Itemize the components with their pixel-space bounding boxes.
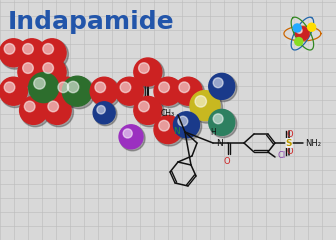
- Circle shape: [54, 78, 84, 108]
- Circle shape: [30, 74, 61, 105]
- Circle shape: [295, 37, 303, 46]
- Circle shape: [293, 24, 301, 32]
- Circle shape: [20, 97, 50, 127]
- Circle shape: [68, 81, 79, 93]
- Circle shape: [58, 82, 69, 93]
- Text: O: O: [287, 147, 293, 156]
- Circle shape: [18, 39, 46, 67]
- Circle shape: [4, 82, 15, 93]
- Circle shape: [93, 102, 115, 124]
- Circle shape: [43, 96, 71, 124]
- Circle shape: [139, 63, 149, 73]
- Circle shape: [23, 44, 33, 54]
- Circle shape: [39, 40, 69, 69]
- Text: N: N: [173, 127, 180, 137]
- Circle shape: [297, 28, 302, 33]
- Circle shape: [174, 77, 202, 105]
- Circle shape: [213, 114, 223, 124]
- Circle shape: [296, 27, 309, 40]
- Text: N: N: [216, 138, 223, 148]
- Circle shape: [19, 59, 48, 88]
- Circle shape: [0, 78, 30, 108]
- Circle shape: [134, 96, 162, 124]
- Circle shape: [115, 77, 143, 105]
- Circle shape: [62, 76, 92, 106]
- Circle shape: [154, 116, 182, 144]
- Text: O: O: [287, 130, 293, 139]
- Circle shape: [91, 78, 121, 108]
- Circle shape: [29, 72, 59, 103]
- Circle shape: [209, 73, 235, 99]
- Circle shape: [24, 101, 35, 112]
- Circle shape: [123, 129, 132, 138]
- Circle shape: [0, 40, 30, 69]
- Circle shape: [159, 82, 169, 93]
- Circle shape: [209, 109, 235, 135]
- Circle shape: [120, 82, 131, 93]
- Circle shape: [155, 78, 184, 108]
- Circle shape: [179, 82, 190, 93]
- Circle shape: [90, 77, 118, 105]
- Circle shape: [53, 77, 81, 105]
- Circle shape: [43, 63, 53, 73]
- Circle shape: [4, 44, 15, 54]
- Circle shape: [0, 77, 28, 105]
- Circle shape: [210, 110, 237, 138]
- Circle shape: [120, 126, 145, 151]
- Text: O: O: [224, 157, 230, 166]
- Circle shape: [174, 113, 202, 140]
- Circle shape: [63, 77, 95, 109]
- Circle shape: [95, 82, 106, 93]
- Circle shape: [213, 78, 223, 88]
- Circle shape: [210, 74, 237, 102]
- Text: H: H: [210, 128, 216, 137]
- Circle shape: [43, 44, 53, 54]
- Circle shape: [97, 106, 105, 114]
- Circle shape: [195, 96, 206, 107]
- Text: Indapamide: Indapamide: [8, 10, 175, 34]
- Circle shape: [119, 125, 143, 149]
- Circle shape: [135, 59, 164, 88]
- Circle shape: [39, 59, 69, 88]
- Circle shape: [38, 39, 66, 67]
- Circle shape: [44, 97, 74, 127]
- Circle shape: [34, 78, 45, 89]
- Circle shape: [139, 101, 149, 112]
- Circle shape: [175, 78, 205, 108]
- Circle shape: [190, 90, 220, 120]
- Text: S: S: [286, 138, 292, 148]
- Circle shape: [178, 116, 188, 126]
- Circle shape: [155, 117, 184, 146]
- Circle shape: [173, 112, 200, 138]
- Circle shape: [308, 23, 316, 31]
- Circle shape: [159, 120, 169, 131]
- Circle shape: [94, 102, 117, 126]
- Circle shape: [19, 40, 48, 69]
- Circle shape: [18, 58, 46, 86]
- Circle shape: [48, 101, 58, 112]
- Circle shape: [135, 97, 164, 127]
- Circle shape: [116, 78, 146, 108]
- Circle shape: [19, 96, 48, 124]
- Circle shape: [191, 92, 222, 123]
- Circle shape: [38, 58, 66, 86]
- Circle shape: [0, 39, 28, 67]
- Circle shape: [284, 16, 321, 52]
- Text: NH₂: NH₂: [305, 138, 321, 148]
- Text: Cl: Cl: [277, 151, 285, 161]
- Circle shape: [134, 58, 162, 86]
- Circle shape: [154, 77, 182, 105]
- Text: CH₃: CH₃: [161, 109, 175, 119]
- Circle shape: [23, 63, 33, 73]
